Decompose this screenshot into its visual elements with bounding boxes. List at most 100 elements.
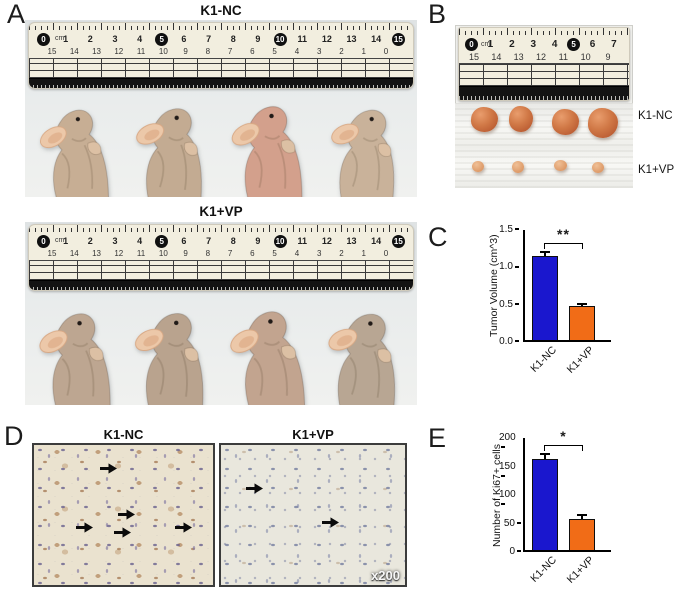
xtick-label-k1vp: K1+VP [564,344,597,376]
ruler-tick-strip [29,225,413,232]
ytick-label: 200 [499,433,521,443]
mouse-illustration [125,301,219,405]
chart-c-plot-area: ** K1-NC K1+VP [523,226,611,376]
ruler-number: 4 [551,38,558,50]
ruler-number: 13 [346,236,357,246]
chart-c-ytick-labels: 1.5 1.0 0.5 0.0 [497,225,519,347]
chart-e-plot-area: * K1-NC K1+VP [523,428,611,586]
ruler-number: 15 [47,47,57,56]
tumor-volume-chart: Tumor Volume (cm^3) 1.5 1.0 0.5 0.0 ** K1-N… [455,225,655,391]
ruler-number: 12 [114,47,124,56]
tumor-large [552,109,579,135]
arrow-icon [114,527,131,538]
ruler-number: 0 [37,32,50,46]
ruler-unit-label: cm [55,35,65,42]
panel-a-photo-k1nc: 0 1 2 3 4 5 6 7 8 9 10 11 12 13 14 15 cm 15 14 13 12 11 10 9 8… [25,20,417,197]
significance-stars: * [560,428,567,444]
ruler-unit-label: cm [55,237,65,244]
ruler-number: 10 [273,32,287,46]
ruler-number: 11 [558,52,568,62]
ruler-number: 5 [272,47,277,56]
ruler-black-strip [29,280,413,290]
chart-e-ytick-labels: 200 150 100 50 0 [499,433,521,557]
panel-label-c: C [428,222,448,252]
ruler-number: 9 [255,236,261,246]
ruler-number: 2 [339,249,344,258]
mice-row-k1vp [25,301,417,405]
ruler-number: 1 [63,34,69,44]
ki67-count-chart: Number of Ki67+ cells 200 150 100 50 0 * K1-… [455,428,655,591]
ytick-label: 1.0 [499,262,519,272]
ruler-number: 0 [465,37,478,51]
panel-label-d: D [4,421,24,451]
ruler-tick-strip [459,28,629,35]
mouse-illustration [221,94,317,197]
ruler-number: 1 [361,249,366,258]
ruler-number: 2 [87,236,93,246]
xtick-label-k1vp: K1+VP [564,554,597,586]
ruler-number: 6 [250,249,255,258]
ruler-number: 7 [206,236,212,246]
panel-b-row1-label: K1-NC [638,110,673,122]
chart-e-bar-k1vp [569,518,595,550]
ruler-number: 10 [580,52,591,62]
panel-a-photo-k1vp: 0 1 2 3 4 5 6 7 8 9 10 11 12 13 14 15 cm 15 14 13 12 11 10 9 8… [25,222,417,405]
ruler-numbers-top: 0 1 2 3 4 5 6 7 8 9 10 11 12 13 14 15 [29,232,413,249]
ruler-number: 11 [136,47,146,56]
tumor-small [592,162,604,173]
ruler-number: 3 [316,249,322,258]
chart-e-bar-k1nc [532,459,558,550]
ruler-number: 14 [69,249,79,258]
ruler-number: 11 [136,249,146,258]
ruler-number: 15 [391,32,405,46]
ruler-number: 4 [137,236,143,246]
ruler-number: 12 [321,236,332,246]
ruler-grid [29,260,413,280]
ruler-number: 14 [371,236,382,246]
panel-label-b: B [428,0,447,29]
tumor-large [588,108,618,138]
ruler-number: 8 [230,34,236,44]
panel-label-e: E [428,423,447,453]
arrow-icon [246,483,263,494]
ruler-grid [29,58,413,78]
ruler-numbers-bottom: 15 14 13 12 11 10 9 8 7 6 5 4 3 2 1 0 [29,47,413,58]
ytick-label: 0.5 [499,299,519,310]
panel-d-left-title: K1-NC [103,427,144,442]
ihc-image-k1nc [32,443,215,587]
ruler-number: 12 [321,34,332,44]
tumor-small [472,161,484,172]
ruler-numbers-bottom: 15 14 13 12 11 10 9 [459,52,629,63]
ruler-number: 12 [114,249,124,258]
ruler-tick-strip [29,23,413,30]
panel-b-row2-label: K1+VP [638,164,675,176]
ruler-number: 0 [37,234,50,248]
ytick-label: 100 [499,490,521,500]
ruler-number: 2 [339,47,344,56]
ruler-number: 2 [509,38,515,50]
xtick-label-k1nc: K1-NC [528,554,560,585]
ruler-number: 8 [205,249,211,258]
panel-a-group2-title: K1+VP [199,204,243,219]
mouse-illustration [218,298,319,405]
mouse-illustration [29,301,125,405]
ruler-number: 13 [346,34,357,44]
ruler-number: 3 [530,38,537,50]
ruler-number: 10 [158,249,168,258]
chart-c-bar-k1nc [532,255,558,340]
ruler-number: 8 [205,47,211,56]
arrow-icon [322,517,339,528]
arrow-icon [76,522,93,533]
ytick-label: 1.5 [499,225,519,235]
tumor-small [512,161,524,173]
ruler-number: 0 [383,249,389,258]
ruler-unit-label: cm [481,41,491,48]
ruler-number: 15 [468,52,479,62]
ytick-label: 50 [504,518,521,529]
ruler-number: 8 [230,236,236,246]
arrow-icon [100,463,117,474]
ruler-number: 4 [137,34,143,44]
ruler-number: 9 [183,47,188,56]
ruler-number: 14 [69,47,79,56]
